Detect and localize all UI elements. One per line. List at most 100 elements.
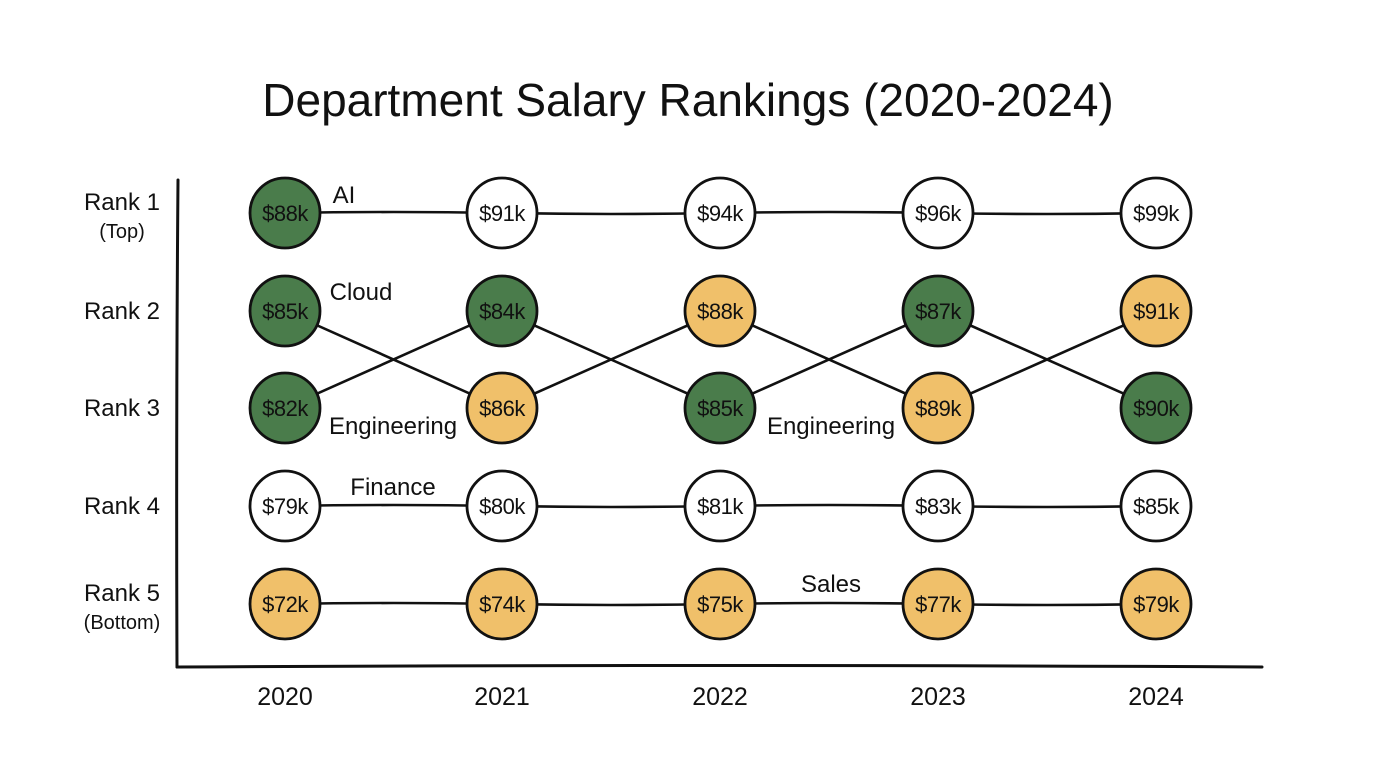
ai-value-label-2020: $88k <box>262 201 309 226</box>
cloud-point-2022: $88k <box>683 274 757 348</box>
engineering-value-label-2022: $85k <box>697 396 744 421</box>
series-labels: AI Cloud Engineering Engineering Finance Sale… <box>329 182 895 598</box>
finance-value-label-2020: $79k <box>262 494 309 519</box>
series-label-engineering-3: Engineering <box>767 413 895 440</box>
cloud-value-label-2024: $91k <box>1133 299 1180 324</box>
finance-point-2020: $79k <box>248 469 322 543</box>
year-label-2024: 2024 <box>1128 683 1184 711</box>
engineering-marker-2023 <box>901 274 975 348</box>
finance-marker-2024 <box>1119 469 1193 543</box>
ai-marker-2020 <box>248 176 322 250</box>
cloud-value-label-2023: $89k <box>915 396 962 421</box>
cloud-point-2024: $91k <box>1119 274 1193 348</box>
cloud-marker-2020 <box>248 274 322 348</box>
finance-value-label-2022: $81k <box>697 494 744 519</box>
cloud-value-label-2021: $86k <box>479 396 526 421</box>
series-label-cloud-1: Cloud <box>330 279 393 306</box>
finance-value-label-2024: $85k <box>1133 494 1180 519</box>
cloud-point-2023: $89k <box>901 371 975 445</box>
x-axis-line <box>175 664 1264 669</box>
cloud-marker-2024 <box>1119 274 1193 348</box>
series-label-ai-0: AI <box>333 182 356 209</box>
year-label-2020: 2020 <box>257 683 313 711</box>
finance-point-2021: $80k <box>465 469 539 543</box>
ai-marker-2022 <box>683 176 757 250</box>
engineering-marker-2024 <box>1119 371 1193 445</box>
sales-value-label-2022: $75k <box>697 592 744 617</box>
sales-point-2020: $72k <box>248 567 322 641</box>
engineering-marker-2020 <box>248 371 322 445</box>
sales-value-label-2020: $72k <box>262 592 309 617</box>
sales-marker-2022 <box>683 567 757 641</box>
cloud-marker-2023 <box>901 371 975 445</box>
sales-point-2023: $77k <box>901 567 975 641</box>
sales-marker-2024 <box>1119 567 1193 641</box>
ai-value-label-2021: $91k <box>479 201 526 226</box>
ai-value-label-2024: $99k <box>1133 201 1180 226</box>
finance-marker-2021 <box>465 469 539 543</box>
engineering-value-label-2024: $90k <box>1133 396 1180 421</box>
rank-label-2: Rank 2 <box>84 298 160 325</box>
ai-marker-2023 <box>901 176 975 250</box>
engineering-point-2022: $85k <box>683 371 757 445</box>
cloud-marker-2021 <box>465 371 539 445</box>
sales-value-label-2021: $74k <box>479 592 526 617</box>
y-axis-line <box>175 178 180 669</box>
sales-value-label-2024: $79k <box>1133 592 1180 617</box>
sales-point-2024: $79k <box>1119 567 1193 641</box>
sales-marker-2021 <box>465 567 539 641</box>
ai-point-2024: $99k <box>1119 176 1193 250</box>
rank-label-3: Rank 3 <box>84 395 160 422</box>
rank-sublabel-1: (Top) <box>99 221 145 243</box>
sales-point-2021: $74k <box>465 567 539 641</box>
finance-point-2022: $81k <box>683 469 757 543</box>
series-label-finance-4: Finance <box>350 474 435 501</box>
engineering-marker-2022 <box>683 371 757 445</box>
year-label-2023: 2023 <box>910 683 966 711</box>
engineering-point-2020: $82k <box>248 371 322 445</box>
sales-value-label-2023: $77k <box>915 592 962 617</box>
axis-labels: Rank 1 (Top) Rank 2 Rank 3 Rank 4 Rank 5 (Bott… <box>84 189 1184 711</box>
engineering-value-label-2020: $82k <box>262 396 309 421</box>
finance-value-label-2021: $80k <box>479 494 526 519</box>
series-label-engineering-2: Engineering <box>329 413 457 440</box>
chart-title: Department Salary Rankings (2020-2024) <box>262 74 1113 126</box>
cloud-point-2020: $85k <box>248 274 322 348</box>
ai-value-label-2023: $96k <box>915 201 962 226</box>
rank-sublabel-5: (Bottom) <box>84 612 161 634</box>
ai-marker-2021 <box>465 176 539 250</box>
finance-value-label-2023: $83k <box>915 494 962 519</box>
sales-marker-2020 <box>248 567 322 641</box>
series-label-sales-5: Sales <box>801 571 861 598</box>
sales-point-2022: $75k <box>683 567 757 641</box>
ai-point-2020: $88k <box>248 176 322 250</box>
ai-point-2021: $91k <box>465 176 539 250</box>
finance-point-2024: $85k <box>1119 469 1193 543</box>
cloud-marker-2022 <box>683 274 757 348</box>
finance-point-2023: $83k <box>901 469 975 543</box>
sales-marker-2023 <box>901 567 975 641</box>
ai-point-2022: $94k <box>683 176 757 250</box>
year-label-2022: 2022 <box>692 683 748 711</box>
rank-label-4: Rank 4 <box>84 493 160 520</box>
rank-label-5: Rank 5 <box>84 580 160 607</box>
cloud-value-label-2020: $85k <box>262 299 309 324</box>
year-label-2021: 2021 <box>474 683 530 711</box>
engineering-value-label-2023: $87k <box>915 299 962 324</box>
cloud-point-2021: $86k <box>465 371 539 445</box>
finance-marker-2023 <box>901 469 975 543</box>
ai-value-label-2022: $94k <box>697 201 744 226</box>
engineering-point-2024: $90k <box>1119 371 1193 445</box>
engineering-point-2023: $87k <box>901 274 975 348</box>
engineering-marker-2021 <box>465 274 539 348</box>
ai-marker-2024 <box>1119 176 1193 250</box>
engineering-point-2021: $84k <box>465 274 539 348</box>
rank-label-1: Rank 1 <box>84 189 160 216</box>
finance-marker-2022 <box>683 469 757 543</box>
engineering-value-label-2021: $84k <box>479 299 526 324</box>
finance-marker-2020 <box>248 469 322 543</box>
ai-point-2023: $96k <box>901 176 975 250</box>
cloud-value-label-2022: $88k <box>697 299 744 324</box>
series-nodes: $88k $91k $94k $96k $99k $85k $86k $88k $89k $91k… <box>248 176 1193 641</box>
